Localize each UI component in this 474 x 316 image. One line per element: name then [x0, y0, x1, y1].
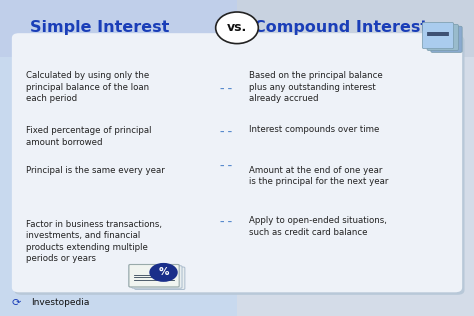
Text: Based on the principal balance
plus any outstanding interest
already accrued: Based on the principal balance plus any …: [249, 71, 383, 103]
Bar: [237, 0, 474, 57]
FancyBboxPatch shape: [12, 33, 462, 292]
Text: Factor in business transactions,
investments, and financial
products extending m: Factor in business transactions, investm…: [26, 220, 162, 263]
Bar: [0, 0, 237, 57]
FancyBboxPatch shape: [422, 22, 454, 49]
FancyBboxPatch shape: [135, 267, 185, 289]
Bar: [237, 0, 474, 316]
Text: Calculated by using only the
principal balance of the loan
each period: Calculated by using only the principal b…: [26, 71, 149, 103]
Bar: [0, 0, 237, 316]
Ellipse shape: [216, 12, 258, 44]
FancyBboxPatch shape: [431, 26, 462, 52]
Text: Principal is the same every year: Principal is the same every year: [26, 166, 165, 175]
Text: Apply to open-ended situations,
such as credit card balance: Apply to open-ended situations, such as …: [249, 216, 387, 237]
FancyBboxPatch shape: [14, 36, 465, 295]
FancyBboxPatch shape: [129, 264, 179, 287]
Text: Simple Interest: Simple Interest: [30, 20, 169, 35]
Circle shape: [149, 263, 178, 282]
Text: %: %: [158, 267, 169, 277]
Text: Amount at the end of one year
is the principal for the next year: Amount at the end of one year is the pri…: [249, 166, 388, 186]
FancyBboxPatch shape: [132, 266, 182, 288]
Text: Investopedia: Investopedia: [31, 298, 89, 307]
FancyBboxPatch shape: [427, 24, 458, 51]
Text: Interest compounds over time: Interest compounds over time: [249, 125, 379, 134]
Text: Compound Interest: Compound Interest: [254, 20, 428, 35]
Text: – –: – –: [219, 217, 232, 226]
Text: ⟳: ⟳: [12, 298, 21, 308]
Text: – –: – –: [219, 127, 232, 136]
Text: – –: – –: [219, 84, 232, 93]
FancyBboxPatch shape: [129, 264, 179, 287]
Text: – –: – –: [219, 161, 232, 170]
Text: Fixed percentage of principal
amount borrowed: Fixed percentage of principal amount bor…: [26, 126, 152, 147]
Text: vs.: vs.: [227, 21, 247, 34]
